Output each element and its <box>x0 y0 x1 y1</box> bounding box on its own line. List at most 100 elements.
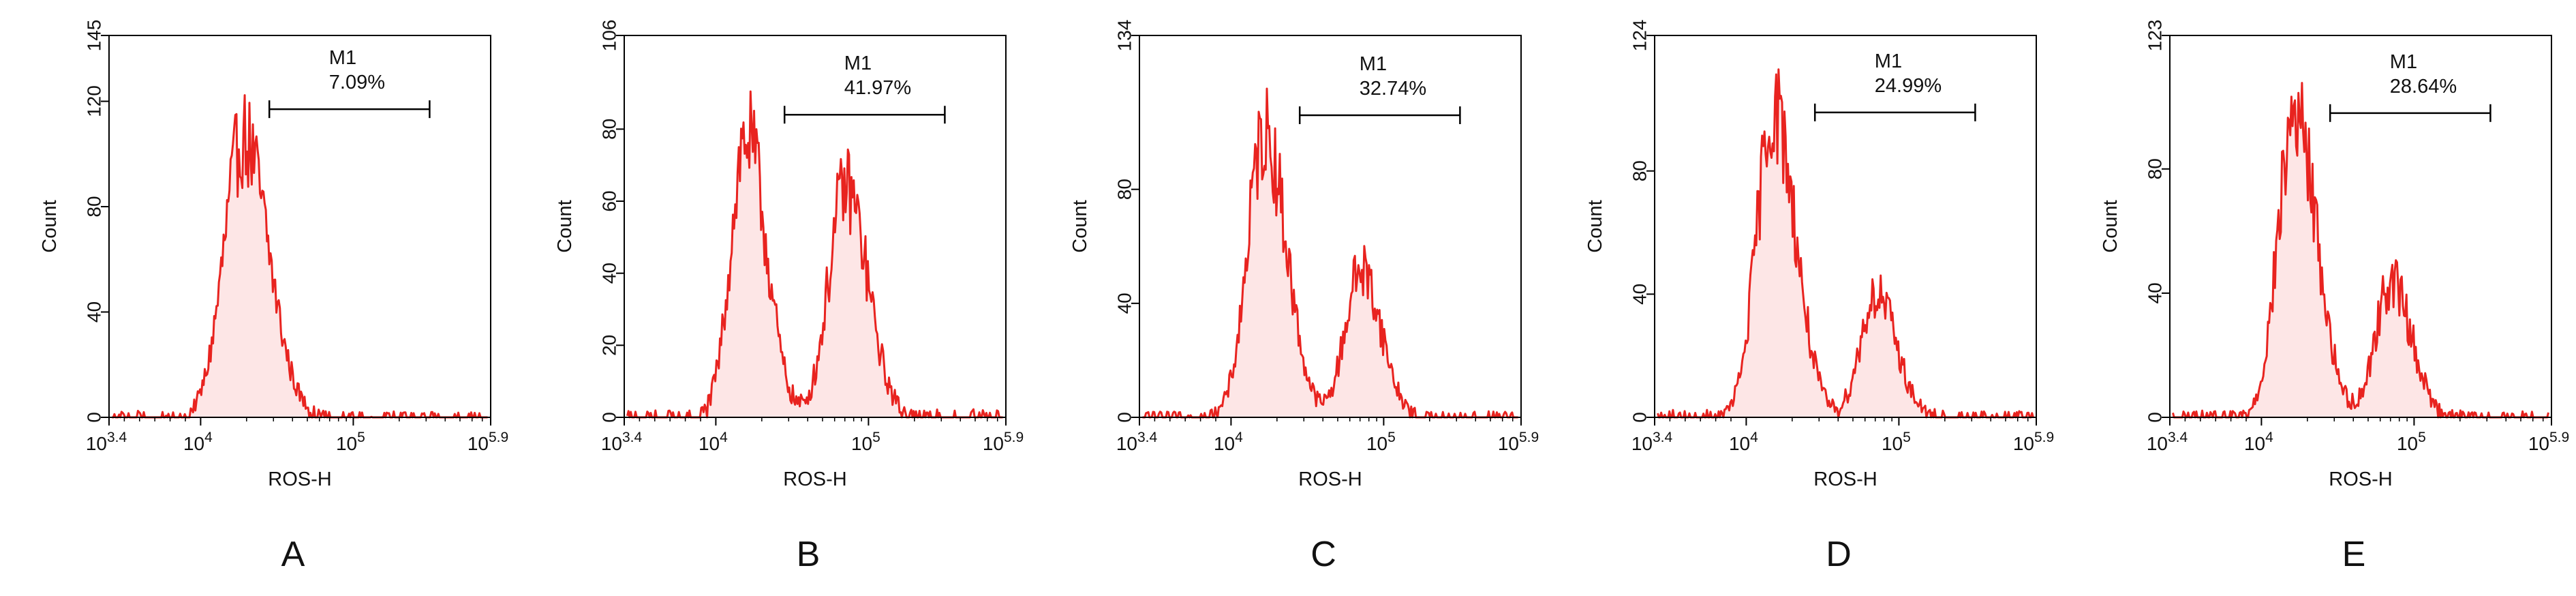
x-tick-base: 10 <box>2013 433 2034 454</box>
panel-letter: A <box>281 535 305 574</box>
x-tick-exponent: 5.9 <box>489 430 508 445</box>
x-tick-label: 103.4 <box>601 430 643 454</box>
gate-percent: 7.09% <box>329 72 385 93</box>
histogram-trace-line <box>626 90 1003 419</box>
y-tick-label: 0 <box>1114 412 1135 423</box>
histogram-trace-line <box>1657 68 2034 419</box>
x-tick-base: 10 <box>1116 433 1137 454</box>
histogram-panel-b: 0 20 40 60 80 106 103.4 104 105 105.9 ROS-H Count M1… <box>515 0 1030 596</box>
y-tick-label: 40 <box>1629 284 1651 305</box>
y-tick-label: 80 <box>1629 160 1651 181</box>
x-tick-label: 105.9 <box>1498 430 1539 454</box>
x-tick-base: 10 <box>851 433 872 454</box>
gate-percent: 32.74% <box>1360 78 1426 100</box>
y-axis-label: Count <box>2100 200 2121 252</box>
y-tick-label: 134 <box>1114 20 1135 52</box>
x-tick-exponent: 5.9 <box>1519 430 1539 445</box>
x-tick-exponent: 5 <box>1903 430 1911 445</box>
histogram-panel-d: 0 40 80 124 103.4 104 105 105.9 ROS-H Count M1 24.9… <box>1546 0 2061 596</box>
y-axis-label: Count <box>39 200 61 252</box>
x-tick-label: 105 <box>851 430 880 454</box>
panel-letter: B <box>797 535 821 574</box>
histogram-trace-line <box>1142 87 1518 419</box>
x-tick-base: 10 <box>1366 433 1387 454</box>
plot-frame <box>1654 35 2037 418</box>
x-tick-exponent: 4 <box>1235 430 1243 445</box>
x-tick-base: 10 <box>336 433 357 454</box>
x-tick-label: 104 <box>2244 430 2273 454</box>
x-tick-base: 10 <box>1729 433 1750 454</box>
x-tick-label: 105.9 <box>467 430 508 454</box>
x-tick-label: 105 <box>336 430 365 454</box>
plot-frame <box>2169 35 2552 418</box>
gate-name: M1 <box>2390 51 2417 73</box>
x-tick-label: 105.9 <box>983 430 1024 454</box>
y-axis-label: Count <box>1069 200 1091 252</box>
x-tick-exponent: 4 <box>204 430 213 445</box>
y-tick-label: 106 <box>599 20 620 52</box>
x-tick-exponent: 4 <box>1750 430 1758 445</box>
x-tick-base: 10 <box>1498 433 1519 454</box>
y-tick-label: 40 <box>84 301 105 323</box>
x-tick-base: 10 <box>467 433 489 454</box>
y-tick-label: 40 <box>1114 293 1135 314</box>
histogram-area-fill <box>1142 89 1518 417</box>
x-tick-exponent: 5 <box>872 430 880 445</box>
x-axis-label: ROS-H <box>1298 468 1362 490</box>
x-axis-label: ROS-H <box>268 468 331 490</box>
panel-letter: D <box>1826 535 1852 574</box>
panel-letter: C <box>1310 535 1336 574</box>
y-tick-label: 80 <box>599 119 620 140</box>
x-tick-label: 104 <box>183 430 213 454</box>
x-tick-label: 105 <box>1882 430 1911 454</box>
x-tick-base: 10 <box>183 433 204 454</box>
x-tick-label: 105 <box>2397 430 2426 454</box>
x-tick-base: 10 <box>601 433 622 454</box>
histogram-trace-line <box>2172 82 2549 419</box>
histogram-panel-e: 0 40 80 123 103.4 104 105 105.9 ROS-H Count M1 28.6… <box>2061 0 2576 596</box>
x-tick-label: 103.4 <box>1116 430 1158 454</box>
x-tick-base: 10 <box>2528 433 2549 454</box>
panel-letter: E <box>2342 535 2366 574</box>
y-tick-label: 80 <box>2145 158 2166 179</box>
x-tick-exponent: 3.4 <box>2168 430 2188 445</box>
histogram-trace-line <box>112 94 488 419</box>
x-axis-label: ROS-H <box>1813 468 1877 490</box>
x-tick-label: 105.9 <box>2013 430 2054 454</box>
y-tick-label: 0 <box>1629 412 1651 423</box>
x-axis-label: ROS-H <box>2329 468 2392 490</box>
x-tick-exponent: 4 <box>720 430 728 445</box>
x-tick-base: 10 <box>2147 433 2168 454</box>
x-tick-exponent: 3.4 <box>1137 430 1158 445</box>
x-tick-exponent: 3.4 <box>107 430 127 445</box>
gate-percent: 41.97% <box>844 77 911 99</box>
y-tick-label: 0 <box>599 412 620 423</box>
y-tick-label: 80 <box>84 196 105 217</box>
y-tick-label: 20 <box>599 335 620 356</box>
gate-percent: 28.64% <box>2390 76 2457 98</box>
x-tick-exponent: 5.9 <box>2034 430 2054 445</box>
gate-name: M1 <box>844 53 872 74</box>
plot-frame <box>1139 35 1522 418</box>
x-tick-label: 103.4 <box>2147 430 2188 454</box>
x-tick-label: 104 <box>1214 430 1243 454</box>
y-axis-label: Count <box>554 200 576 252</box>
x-tick-exponent: 5.9 <box>2549 430 2569 445</box>
y-tick-label: 120 <box>84 85 105 117</box>
x-tick-exponent: 5 <box>1387 430 1396 445</box>
x-tick-label: 104 <box>1729 430 1758 454</box>
x-tick-base: 10 <box>1214 433 1235 454</box>
y-axis-label: Count <box>1584 200 1606 252</box>
x-tick-base: 10 <box>2244 433 2265 454</box>
x-tick-base: 10 <box>699 433 720 454</box>
plot-frame <box>108 35 491 418</box>
y-tick-label: 145 <box>84 20 105 52</box>
gate-name: M1 <box>1875 50 1902 72</box>
x-tick-base: 10 <box>1882 433 1903 454</box>
